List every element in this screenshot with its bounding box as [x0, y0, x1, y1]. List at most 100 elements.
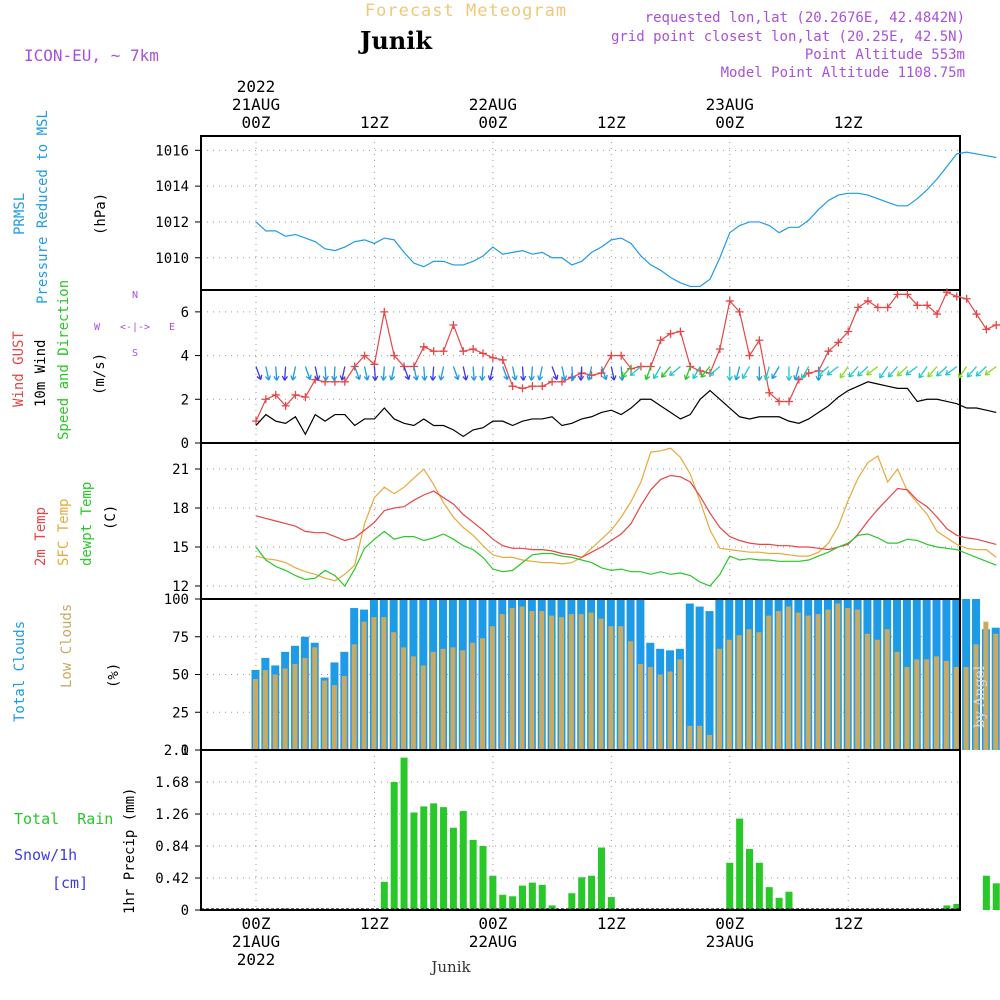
wind-direction-arrow [975, 366, 987, 377]
rain-bar [469, 839, 477, 910]
bottom-time-label: 22AUG [469, 932, 517, 951]
rain-bar [440, 807, 448, 910]
gust-marker [735, 307, 744, 316]
wind-direction-arrow [577, 366, 585, 381]
gust-marker [972, 310, 981, 319]
low-cloud-bar [608, 626, 614, 750]
gust-marker [479, 349, 488, 358]
total-rain-label: Total Rain [14, 810, 113, 828]
gust-marker [666, 329, 675, 338]
top-time-label: 00Z [242, 113, 271, 132]
low-cloud-bar [460, 650, 466, 750]
gust-marker [962, 294, 971, 303]
wind-direction-arrow [403, 366, 411, 381]
gust-marker [903, 290, 912, 299]
low-cloud-bar [943, 660, 949, 750]
rain-bar [518, 885, 526, 910]
location-title: Junik [358, 26, 433, 55]
prmsl-label: PRMSL [12, 193, 28, 235]
y-tick-label: 12 [172, 579, 189, 595]
wind-direction-arrow [848, 366, 859, 378]
bottom-time-label: 12Z [360, 914, 389, 933]
wind-direction-arrow [380, 366, 387, 381]
top-time-label: 22AUG [469, 95, 517, 114]
low-cloud-bar [993, 633, 999, 750]
low-cloud-bar [953, 666, 959, 750]
gust-marker [360, 351, 369, 360]
rain-bar [765, 887, 773, 910]
low-cloud-bar [430, 651, 436, 750]
total-cloud-bar [705, 611, 714, 750]
y-tick-label: 1.68 [155, 775, 189, 791]
bottom-time-label: 00Z [715, 914, 744, 933]
wind-direction-arrow [826, 365, 839, 376]
wind-direction-arrow [785, 366, 793, 381]
y-tick-label: 0 [181, 903, 189, 919]
low-cloud-bar [914, 659, 920, 750]
wind-direction-arrow [586, 366, 593, 381]
y-tick-label: 0 [181, 743, 189, 759]
low-cloud-bar [351, 644, 357, 750]
wind-unit-label: (m/s) [92, 353, 108, 395]
low-cloud-bar [815, 614, 821, 750]
wind-direction-arrow [984, 365, 997, 376]
gust-marker [676, 327, 685, 336]
rain-bar [597, 847, 605, 910]
bottom-time-label: 12Z [597, 914, 626, 933]
wind-direction-arrow [669, 366, 681, 377]
low-cloud-bar [637, 663, 643, 750]
low-cloud-bar [805, 615, 811, 750]
gust-marker [528, 382, 537, 391]
rain-bar [568, 893, 576, 910]
rain-bar [785, 891, 793, 910]
low-cloud-bar [884, 629, 890, 750]
wind-10m-label: 10m Wind [33, 340, 49, 407]
top-time-label: 12Z [597, 113, 626, 132]
forecast-title: Forecast Meteogram [365, 1, 567, 21]
wind-direction-arrow [438, 366, 445, 381]
gust-marker [873, 303, 882, 312]
low-cloud-bar [371, 617, 377, 750]
low-cloud-bar [489, 626, 495, 750]
wind-direction-arrow [957, 366, 968, 379]
y-tick-label: 15 [172, 540, 189, 556]
wind-speed-line [255, 381, 997, 438]
low-cloud-bar [519, 606, 525, 750]
wind-direction-arrow [429, 366, 437, 381]
precip-unit-label: 1hr Precip (mm) [122, 788, 138, 914]
low-cloud-bar [292, 663, 298, 750]
rain-bar [607, 897, 615, 910]
wind-direction-arrow [652, 366, 662, 380]
y-tick-label: 25 [172, 705, 189, 721]
wind-direction-arrow [331, 366, 338, 381]
low-cloud-bar [874, 639, 880, 750]
y-tick-label: 2.1 [164, 743, 189, 759]
low-cloud-bar [726, 639, 732, 750]
wind-direction-arrow [273, 366, 280, 381]
low-cloud-bar [331, 685, 337, 750]
bottom-time-label: 12Z [834, 914, 863, 933]
low-cloud-bar [401, 647, 407, 750]
low-cloud-bar [262, 669, 268, 750]
low-cloud-bar [963, 666, 969, 750]
gust-marker [508, 382, 517, 391]
gust-marker [933, 310, 942, 319]
y-tick-label: 1010 [155, 251, 189, 267]
gust-marker [271, 390, 280, 399]
low-cloud-bar [707, 734, 713, 750]
total-cloud-bar [695, 606, 704, 750]
compass-n: N [132, 290, 138, 301]
wind-direction-arrow [756, 366, 763, 381]
wind-direction-arrow [389, 366, 396, 381]
gust-marker [765, 388, 774, 397]
gust-marker [784, 397, 793, 406]
wind-direction-arrow [966, 366, 978, 378]
wind-direction-arrow [726, 366, 733, 381]
temp-2m-line [255, 474, 997, 559]
wind-direction-arrow [771, 366, 780, 380]
gust-marker [459, 347, 468, 356]
rain-bar [449, 827, 457, 910]
wind-direction-arrow [610, 366, 617, 381]
wind-direction-arrow [629, 366, 642, 377]
